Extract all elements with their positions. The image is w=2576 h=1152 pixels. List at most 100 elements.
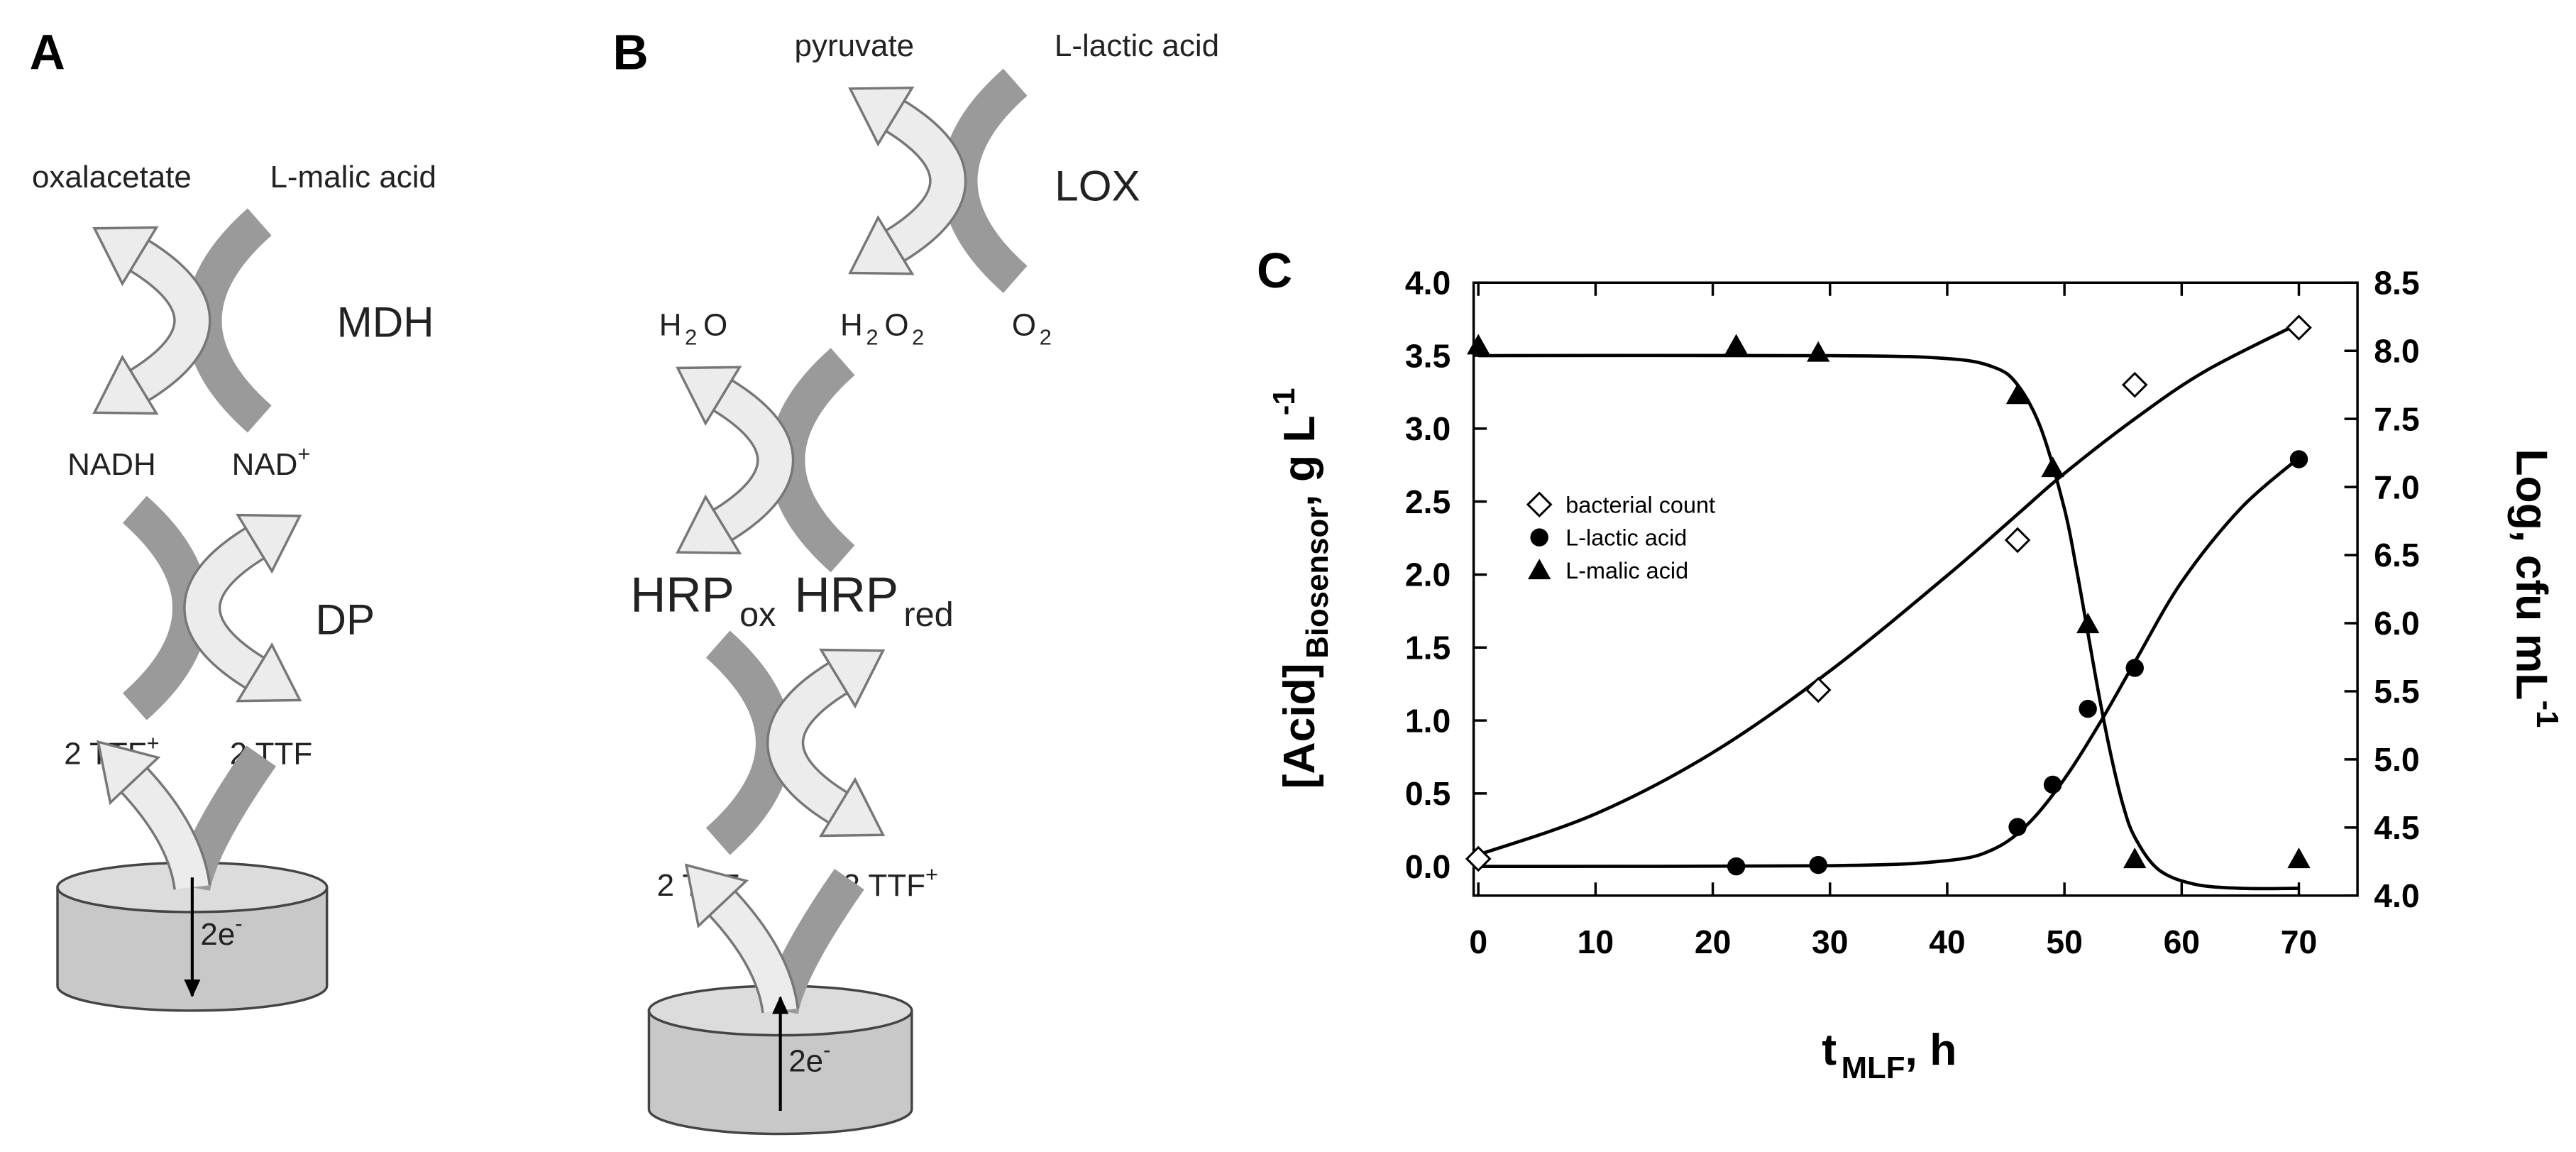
legend-label: bacterial count bbox=[1565, 492, 1715, 517]
y-tick-label: 3.0 bbox=[1405, 410, 1451, 447]
x-tick-label: 40 bbox=[1929, 923, 1966, 960]
y-axis-title: [Acid] Biosensor, g L-1 bbox=[1267, 388, 1335, 789]
text-part: ox bbox=[739, 596, 776, 634]
y2-tick-label: 4.5 bbox=[2374, 809, 2419, 846]
y-tick-label: 1.0 bbox=[1405, 702, 1451, 739]
text-part: red bbox=[903, 596, 953, 634]
text-part: 2e bbox=[200, 917, 235, 952]
label: 2 TTF bbox=[657, 868, 739, 903]
x-tick-label: 70 bbox=[2281, 923, 2318, 960]
text-part: - bbox=[235, 911, 242, 936]
y2-tick-label: 7.5 bbox=[2374, 400, 2419, 437]
y2-tick-label: 6.5 bbox=[2374, 537, 2419, 574]
y-tick-label: 3.5 bbox=[1405, 337, 1451, 374]
reaction-arrows bbox=[138, 222, 259, 419]
text-part: t bbox=[1822, 1025, 1837, 1075]
enzyme-label: DP bbox=[315, 596, 375, 644]
text-part: 2e bbox=[788, 1043, 823, 1078]
text-part: H bbox=[840, 307, 863, 342]
x-tick-label: 50 bbox=[2046, 923, 2083, 960]
plot-frame bbox=[1472, 281, 2359, 897]
point bbox=[1807, 341, 1830, 362]
y2-tick-label: 8.5 bbox=[2374, 264, 2419, 301]
point bbox=[2079, 699, 2097, 718]
label: oxalacetate bbox=[32, 160, 192, 194]
reaction-arrows bbox=[893, 82, 1015, 280]
text-part: + bbox=[147, 730, 160, 755]
reaction-arrows bbox=[721, 361, 842, 559]
y-tick-label: 2.0 bbox=[1405, 556, 1451, 593]
point bbox=[2008, 818, 2027, 836]
text-part: 2 bbox=[866, 325, 878, 350]
y2-tick-label: 8.0 bbox=[2374, 332, 2419, 369]
point bbox=[1805, 676, 1832, 703]
text-part: O bbox=[703, 307, 727, 342]
point bbox=[2123, 847, 2147, 869]
point bbox=[2005, 383, 2030, 405]
text-part: - bbox=[823, 1038, 830, 1063]
text-part: 2 bbox=[685, 325, 697, 350]
point bbox=[2004, 527, 2031, 554]
fit-curve bbox=[1477, 322, 2300, 857]
reaction-arrows bbox=[135, 510, 256, 707]
y-tick-label: 1.5 bbox=[1405, 629, 1451, 666]
text-part: H bbox=[659, 307, 682, 342]
text-part: O bbox=[1012, 307, 1036, 342]
x-axis-title: t MLF, h bbox=[1822, 1025, 1956, 1085]
label: 2e- bbox=[200, 911, 242, 952]
legend-label: L-lactic acid bbox=[1565, 525, 1687, 551]
text-part: HRP bbox=[795, 566, 899, 622]
text-part: 2 TTF bbox=[64, 737, 146, 772]
point bbox=[2076, 613, 2100, 634]
text-part: , g L bbox=[1275, 415, 1324, 506]
y-tick-label: 0.0 bbox=[1405, 848, 1451, 885]
text-part: + bbox=[925, 862, 938, 887]
text-part: 2 bbox=[912, 325, 924, 350]
text-part: 2 bbox=[1040, 325, 1052, 350]
text-part: O bbox=[884, 307, 908, 342]
y-tick-label: 4.0 bbox=[1405, 264, 1451, 301]
enzyme-label: MDH bbox=[337, 299, 434, 346]
y2-tick-label: 5.0 bbox=[2374, 741, 2419, 778]
text-part: NAD bbox=[232, 447, 298, 482]
legend-symbol bbox=[1526, 491, 1553, 518]
x-tick-label: 20 bbox=[1695, 923, 1732, 960]
point bbox=[1809, 855, 1827, 874]
label: 2e- bbox=[788, 1038, 830, 1079]
point bbox=[2289, 450, 2308, 468]
text-part: MLF bbox=[1842, 1050, 1905, 1085]
x-tick-label: 30 bbox=[1812, 923, 1849, 960]
y2-tick-label: 7.0 bbox=[2374, 468, 2419, 505]
text-part: Biosensor bbox=[1300, 507, 1335, 659]
y2-tick-label: 6.0 bbox=[2374, 605, 2419, 642]
label: L-lactic acid bbox=[1055, 28, 1219, 63]
text-part: + bbox=[297, 441, 310, 466]
point bbox=[2043, 775, 2062, 794]
panel-c: C t MLF, h [Acid]Biosensor, g L-1 Log, cf… bbox=[1257, 243, 2565, 1085]
panel-a: A oxalacetate L-malic acid MDH NADH NAD+… bbox=[30, 24, 436, 1012]
point bbox=[2121, 371, 2148, 398]
panel-letter: A bbox=[30, 24, 65, 79]
reaction-arrows bbox=[718, 644, 840, 842]
point bbox=[2286, 314, 2312, 341]
legend-symbol bbox=[1530, 528, 1548, 547]
point bbox=[2125, 659, 2144, 677]
text-part: [Acid] bbox=[1275, 663, 1324, 789]
text-part: HRP bbox=[630, 566, 734, 622]
label: HRP red bbox=[795, 566, 954, 634]
legend-label: L-malic acid bbox=[1565, 558, 1688, 583]
y-tick-label: 2.5 bbox=[1405, 483, 1451, 520]
label: 2 TTF+ bbox=[64, 730, 159, 772]
label: NADH bbox=[67, 447, 156, 482]
x-tick-label: 60 bbox=[2164, 923, 2201, 960]
label: NAD+ bbox=[232, 441, 311, 482]
point bbox=[2041, 456, 2064, 478]
y-tick-label: 0.5 bbox=[1405, 775, 1451, 812]
legend-symbol bbox=[1527, 559, 1551, 580]
